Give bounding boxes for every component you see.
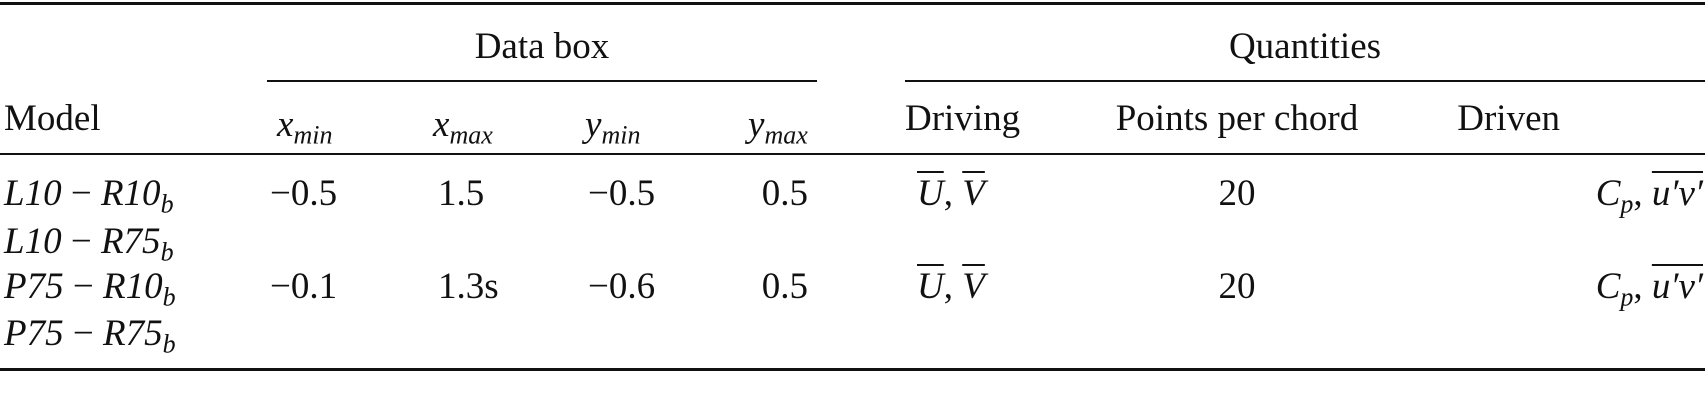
ymax-header: ymax (748, 104, 808, 150)
ymax-cell: 0.5 (761, 266, 808, 307)
xmax-cell: 1.5 (438, 173, 485, 214)
driven-header: Driven (1457, 98, 1560, 139)
model-cell: P75 − R10b (4, 266, 176, 312)
ymin-header: ymin (585, 104, 641, 150)
driven-cell: Cp, u′v′ (1595, 266, 1703, 312)
driven-cell: Cp, u′v′ (1595, 173, 1703, 219)
ymin-cell: −0.6 (588, 266, 656, 307)
driving-cell: U, V (917, 173, 985, 214)
xmin-header: xmin (277, 104, 333, 150)
ymax-cell: 0.5 (761, 173, 808, 214)
points-cell: 20 (1218, 266, 1256, 307)
xmax-cell: 1.3s (438, 266, 499, 307)
bottom-rule (0, 368, 1705, 371)
points-cell: 20 (1218, 173, 1256, 214)
driving-cell: U, V (917, 266, 985, 307)
xmin-cell: −0.5 (270, 173, 338, 214)
quantities-underline (905, 80, 1705, 82)
model-cell: L10 − R75b (4, 221, 174, 267)
driving-header: Driving (905, 98, 1021, 139)
xmin-cell: −0.1 (270, 266, 338, 307)
model-header: Model (4, 98, 101, 139)
model-cell: L10 − R10b (4, 173, 174, 219)
points-per-chord-header: Points per chord (1115, 98, 1359, 139)
model-cell: P75 − R75b (4, 313, 176, 359)
quantities-header: Quantities (1228, 26, 1382, 67)
header-rule (0, 153, 1705, 155)
data-box-underline (267, 80, 817, 82)
top-rule (0, 2, 1705, 5)
xmax-header: xmax (433, 104, 493, 150)
ymin-cell: −0.5 (588, 173, 656, 214)
data-box-header: Data box (474, 26, 610, 67)
